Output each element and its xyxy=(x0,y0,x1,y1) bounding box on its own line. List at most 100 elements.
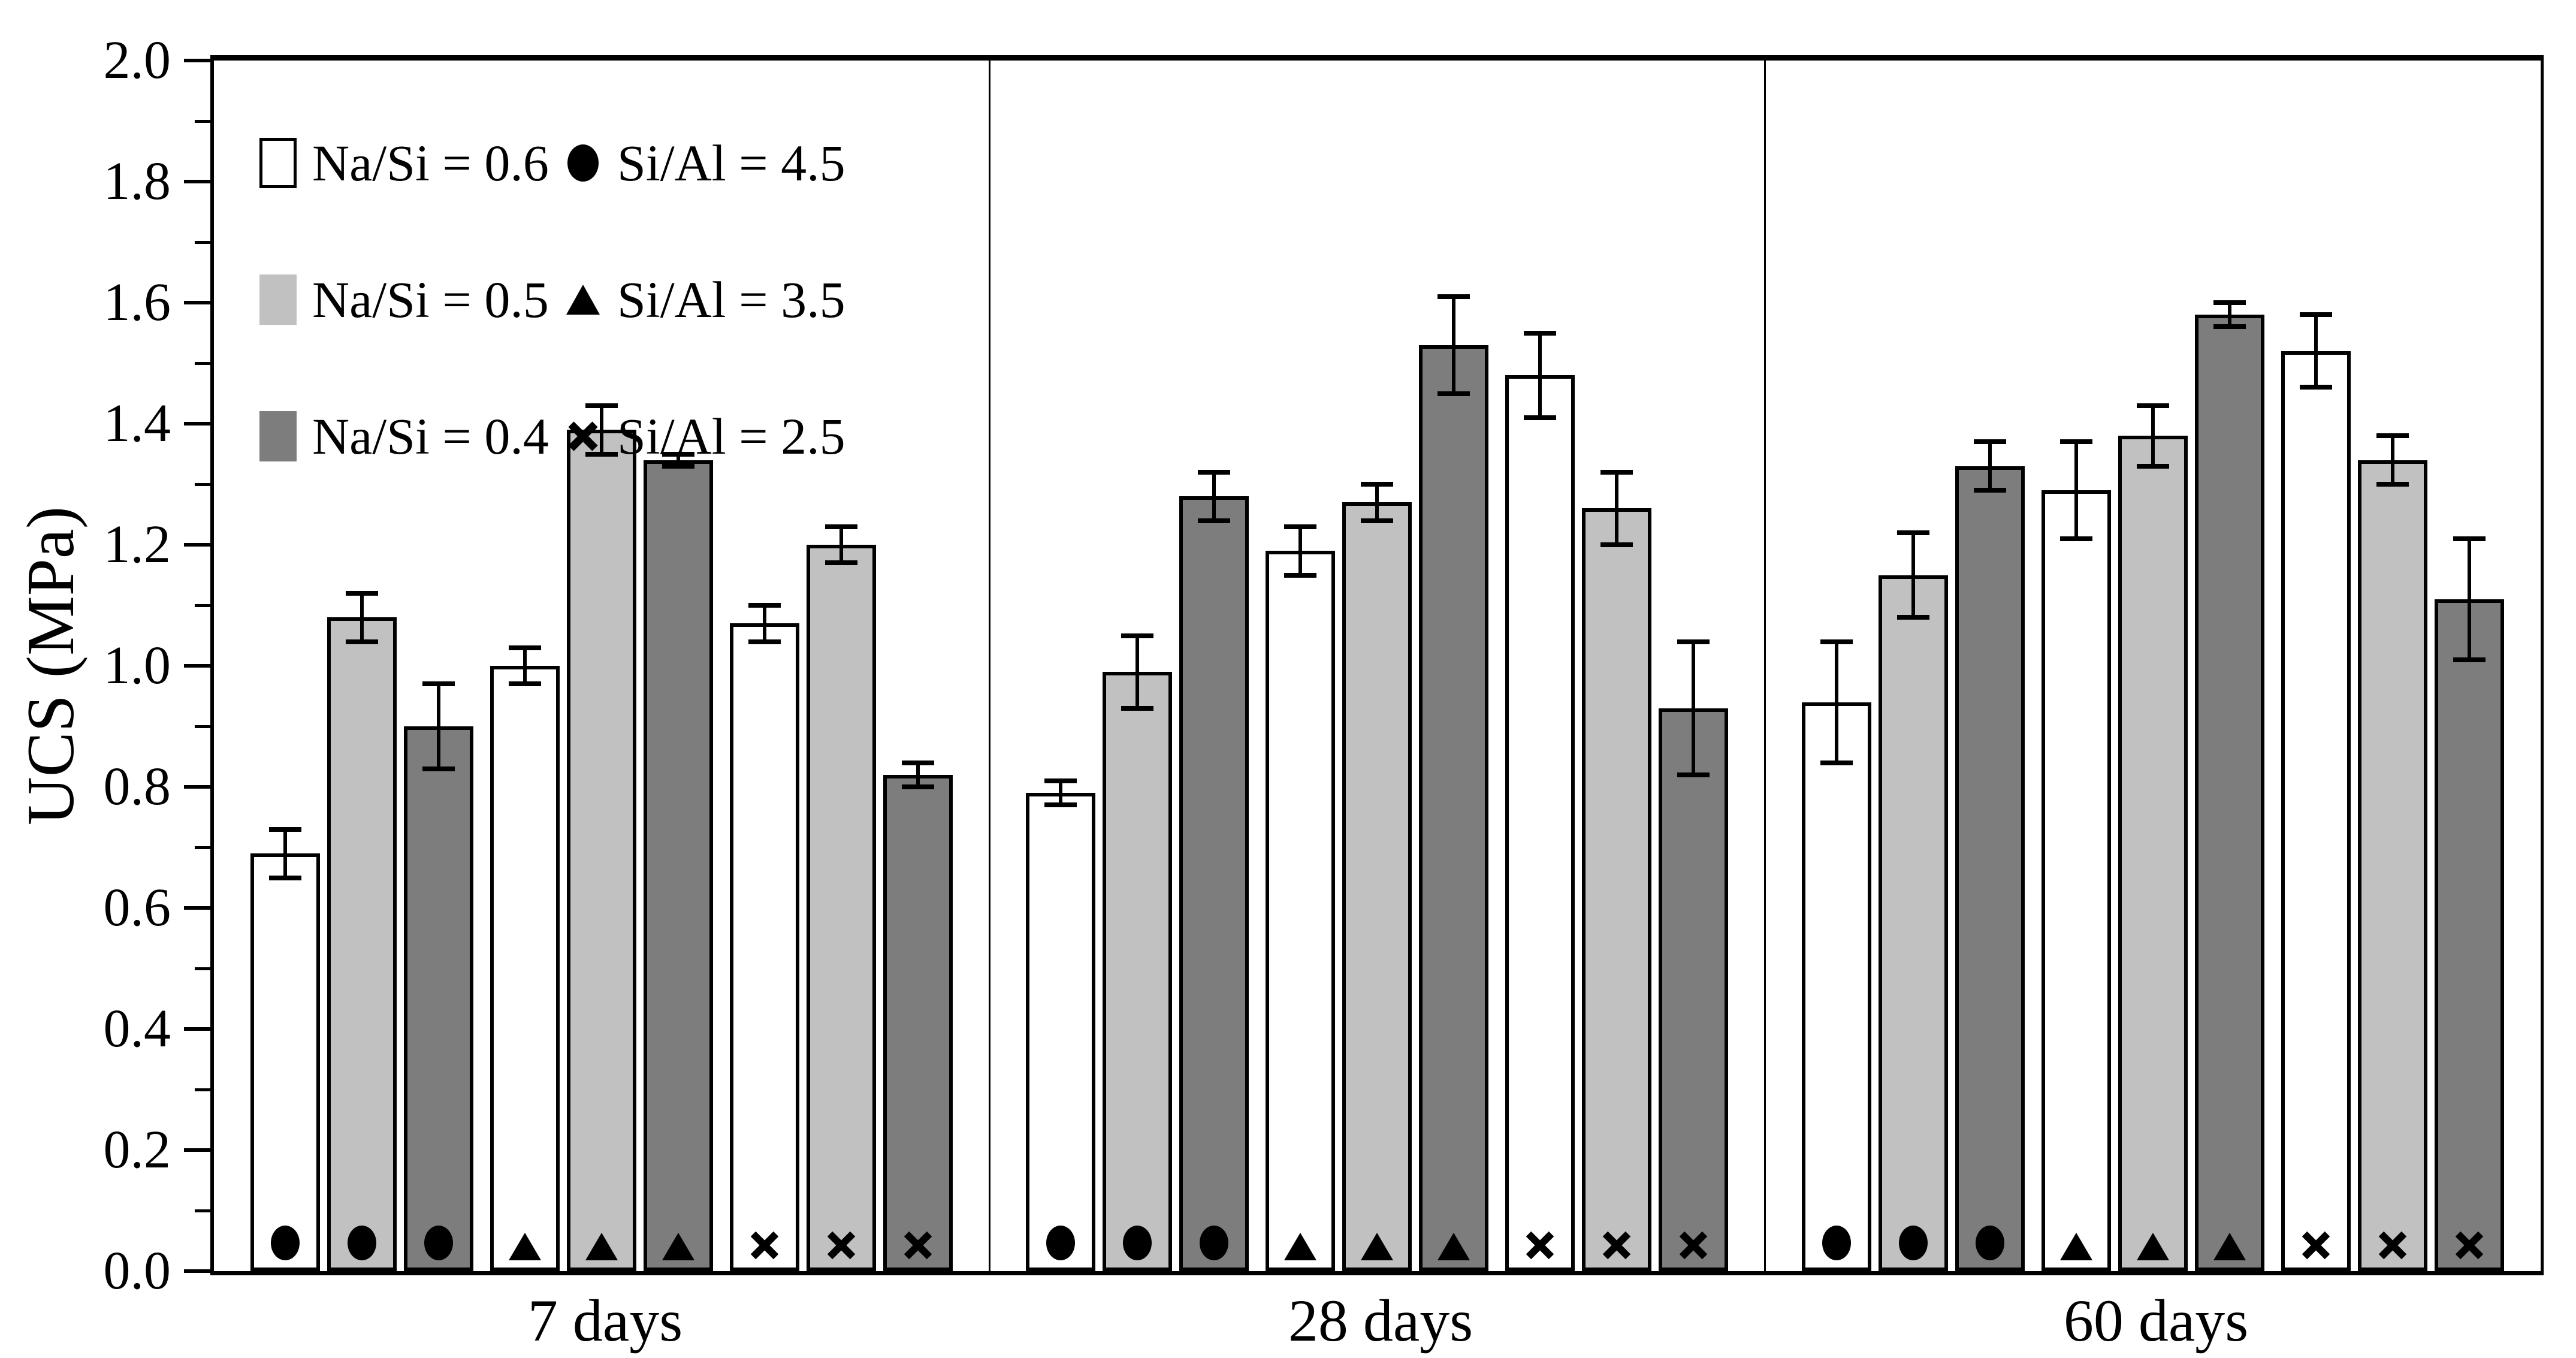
error-bar-line xyxy=(600,405,603,454)
day-group-panel-60-days xyxy=(1765,61,2541,1271)
y-minor-tick xyxy=(195,1209,210,1212)
error-bar-line xyxy=(1834,641,1838,763)
error-bar-line xyxy=(523,647,527,684)
bar-7-days-s6 xyxy=(644,460,713,1271)
y-tick-label: 1.6 xyxy=(103,273,171,332)
error-bar-top-cap xyxy=(585,403,618,408)
legend-item-sial-35: Si/Al = 3.5 xyxy=(564,272,845,327)
circle-marker-icon xyxy=(346,1224,378,1262)
bar-60-days-s6 xyxy=(2194,315,2264,1271)
error-bar-line xyxy=(2390,436,2394,484)
triangle-marker-icon xyxy=(2059,1232,2094,1262)
error-bar-line xyxy=(1692,641,1696,775)
error-bar-bottom-cap xyxy=(1284,572,1317,578)
y-minor-tick xyxy=(195,482,210,486)
y-tick-label: 1.4 xyxy=(103,394,171,453)
y-minor-tick xyxy=(195,967,210,970)
y-major-tick xyxy=(184,1148,210,1152)
error-bar-top-cap xyxy=(269,826,301,832)
error-bar-bottom-cap xyxy=(1600,542,1633,547)
error-bar-top-cap xyxy=(1973,439,2006,445)
error-bar-bottom-cap xyxy=(1896,615,1929,620)
y-major-tick xyxy=(184,1269,210,1273)
bar-7-days-s7 xyxy=(730,623,799,1271)
error-bar-bottom-cap xyxy=(1524,415,1557,420)
error-bar-bottom-cap xyxy=(1198,518,1231,523)
error-bar-line xyxy=(2074,442,2078,539)
legend-label: Na/Si = 0.4 xyxy=(312,408,549,465)
error-bar-top-cap xyxy=(422,681,455,687)
circle-marker-icon xyxy=(1821,1224,1852,1262)
circle-marker-icon xyxy=(423,1224,454,1262)
bar-60-days-s1 xyxy=(1801,702,1871,1271)
y-major-tick xyxy=(184,664,210,668)
error-bar-line xyxy=(1988,442,1992,491)
bar-7-days-s4 xyxy=(490,666,560,1271)
error-bar-bottom-cap xyxy=(1820,760,1853,765)
error-bar-line xyxy=(360,593,364,642)
error-bar-bottom-cap xyxy=(2453,657,2486,662)
y-tick-label: 1.0 xyxy=(103,636,171,695)
y-major-tick xyxy=(184,422,210,425)
circle-marker-icon xyxy=(1045,1224,1076,1262)
x-marker-icon xyxy=(1600,1229,1633,1262)
plot-area xyxy=(210,55,2544,1275)
day-group-panel-7-days xyxy=(214,61,989,1271)
bar-7-days-s1 xyxy=(250,853,320,1271)
error-bar-top-cap xyxy=(1677,639,1710,644)
error-bar-bottom-cap xyxy=(902,784,934,789)
x-group-label-28-days: 28 days xyxy=(1288,1287,1473,1354)
bar-7-days-s3 xyxy=(404,726,473,1271)
x-marker-icon xyxy=(825,1229,857,1262)
error-bar-top-cap xyxy=(748,603,781,608)
y-tick-label: 0.4 xyxy=(103,999,171,1058)
bar-28-days-s9 xyxy=(1659,708,1729,1271)
error-bar-line xyxy=(1911,532,1915,618)
legend-item-nasi-05: Na/Si = 0.5 xyxy=(259,272,549,327)
x-marker-icon xyxy=(748,1229,781,1262)
y-minor-tick xyxy=(195,361,210,365)
error-bar-top-cap xyxy=(1361,482,1394,487)
error-bar-line xyxy=(763,605,766,642)
bar-60-days-s3 xyxy=(1955,466,2025,1271)
error-bar-top-cap xyxy=(1896,530,1929,535)
error-bar-line xyxy=(1136,635,1140,708)
legend-label: Na/Si = 0.5 xyxy=(312,271,549,328)
circle-marker-icon xyxy=(270,1224,301,1262)
error-bar-bottom-cap xyxy=(2299,385,2332,390)
error-bar-top-cap xyxy=(509,645,541,650)
error-bar-line xyxy=(839,526,843,563)
legend-item-sial-25: Si/Al = 2.5 xyxy=(564,409,845,464)
error-bar-top-cap xyxy=(1524,330,1557,336)
error-bar-line xyxy=(2467,538,2471,660)
x-marker-icon xyxy=(902,1229,934,1262)
error-bar-bottom-cap xyxy=(269,875,301,880)
error-bar-bottom-cap xyxy=(1044,802,1077,808)
bar-7-days-s2 xyxy=(327,617,397,1271)
y-tick-label: 1.8 xyxy=(103,152,171,211)
error-bar-line xyxy=(1375,484,1379,521)
legend-label: Si/Al = 4.5 xyxy=(617,134,845,192)
x-marker-icon xyxy=(564,419,602,454)
error-bar-top-cap xyxy=(1600,469,1633,475)
error-bar-line xyxy=(2151,405,2155,466)
error-bar-bottom-cap xyxy=(509,681,541,687)
y-minor-tick xyxy=(195,1088,210,1091)
circle-marker-icon xyxy=(1198,1224,1230,1262)
error-bar-bottom-cap xyxy=(662,463,694,469)
y-major-tick xyxy=(184,906,210,910)
error-bar-bottom-cap xyxy=(1677,772,1710,777)
bar-28-days-s6 xyxy=(1419,345,1489,1271)
y-major-tick xyxy=(184,59,210,62)
error-bar-top-cap xyxy=(1284,524,1317,529)
error-bar-bottom-cap xyxy=(346,639,378,644)
legend-item-nasi-06: Na/Si = 0.6 xyxy=(259,135,549,191)
dark-gray-bar-swatch-icon xyxy=(259,411,297,461)
legend-label: Na/Si = 0.6 xyxy=(312,134,549,192)
y-tick-label: 2.0 xyxy=(103,31,171,90)
y-tick-label: 0.8 xyxy=(103,757,171,816)
legend-label: Si/Al = 3.5 xyxy=(617,271,845,328)
bar-60-days-s9 xyxy=(2434,599,2504,1271)
error-bar-top-cap xyxy=(825,524,857,529)
error-bar-top-cap xyxy=(1198,469,1231,475)
